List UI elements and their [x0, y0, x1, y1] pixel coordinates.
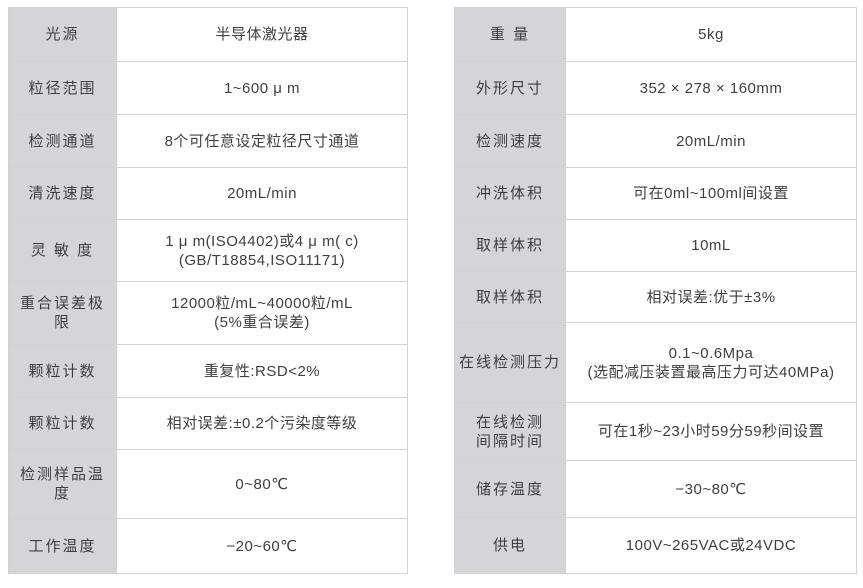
- spec-row: 取样体积 10mL: [454, 219, 857, 272]
- spec-value: 半导体激光器: [116, 7, 408, 62]
- spec-value-line: (5%重合误差): [214, 314, 310, 331]
- spec-row: 检测速度 20mL/min: [454, 114, 857, 168]
- spec-label: 供电: [454, 517, 566, 574]
- spec-row: 重 量 5kg: [454, 7, 857, 62]
- spec-label-line: 在线检测: [475, 413, 544, 431]
- spec-value: 0~80℃: [116, 449, 408, 519]
- spec-row: 工作温度 −20~60℃: [8, 518, 408, 574]
- spec-value: 352 × 278 × 160mm: [565, 61, 857, 115]
- spec-row: 重合误差极限 12000粒/mL~40000粒/mL (5%重合误差): [8, 281, 408, 345]
- spec-tables-container: 光源 半导体激光器 粒径范围 1~600 μ m 检测通道 8个可任意设定粒径尺…: [8, 7, 857, 574]
- spec-value: 10mL: [565, 219, 857, 272]
- spec-value: −20~60℃: [116, 518, 408, 574]
- spec-label: 储存温度: [454, 460, 566, 518]
- spec-row: 外形尺寸 352 × 278 × 160mm: [454, 61, 857, 115]
- spec-row: 颗粒计数 重复性:RSD<2%: [8, 344, 408, 398]
- spec-row: 在线检测压力 0.1~0.6Mpa (选配减压装置最高压力可达40MPa): [454, 322, 857, 403]
- spec-row: 清洗速度 20mL/min: [8, 167, 408, 220]
- spec-row: 冲洗体积 可在0ml~100ml间设置: [454, 167, 857, 220]
- spec-label: 在线检测 间隔时间: [454, 402, 566, 461]
- spec-label: 颗粒计数: [8, 344, 117, 398]
- spec-value: 100V~265VAC或24VDC: [565, 517, 857, 574]
- spec-label: 检测速度: [454, 114, 566, 168]
- spec-row: 光源 半导体激光器: [8, 7, 408, 62]
- spec-label: 灵 敏 度: [8, 219, 117, 282]
- spec-row: 储存温度 −30~80℃: [454, 460, 857, 518]
- spec-row: 灵 敏 度 1 μ m(ISO4402)或4 μ m( c) (GB/T1885…: [8, 219, 408, 282]
- spec-row: 在线检测 间隔时间 可在1秒~23小时59分59秒间设置: [454, 402, 857, 461]
- spec-value: 20mL/min: [565, 114, 857, 168]
- spec-label: 检测样品温度: [8, 449, 117, 519]
- spec-value: 5kg: [565, 7, 857, 62]
- spec-value: 20mL/min: [116, 167, 408, 220]
- spec-value: 0.1~0.6Mpa (选配减压装置最高压力可达40MPa): [565, 322, 857, 403]
- spec-value-line: 0.1~0.6Mpa: [668, 344, 754, 362]
- spec-value: 可在0ml~100ml间设置: [565, 167, 857, 220]
- spec-label: 冲洗体积: [454, 167, 566, 220]
- spec-value: 12000粒/mL~40000粒/mL (5%重合误差): [116, 281, 408, 345]
- spec-label-line: 间隔时间: [475, 432, 544, 450]
- spec-row: 检测样品温度 0~80℃: [8, 449, 408, 519]
- spec-label: 颗粒计数: [8, 397, 117, 450]
- spec-row: 颗粒计数 相对误差:±0.2个污染度等级: [8, 397, 408, 450]
- spec-value-line: (选配减压装置最高压力可达40MPa): [587, 363, 835, 381]
- spec-value-line: 12000粒/mL~40000粒/mL: [171, 295, 353, 312]
- spec-value: 可在1秒~23小时59分59秒间设置: [565, 402, 857, 461]
- spec-row: 供电 100V~265VAC或24VDC: [454, 517, 857, 574]
- spec-value: 8个可任意设定粒径尺寸通道: [116, 114, 408, 168]
- spec-label: 取样体积: [454, 271, 566, 323]
- spec-row: 取样体积 相对误差:优于±3%: [454, 271, 857, 323]
- spec-label: 重合误差极限: [8, 281, 117, 345]
- spec-value: 相对误差:±0.2个污染度等级: [116, 397, 408, 450]
- spec-label: 光源: [8, 7, 117, 62]
- spec-value-line: 1 μ m(ISO4402)或4 μ m( c): [165, 232, 359, 250]
- spec-label: 粒径范围: [8, 61, 117, 115]
- spec-label: 外形尺寸: [454, 61, 566, 115]
- spec-row: 检测通道 8个可任意设定粒径尺寸通道: [8, 114, 408, 168]
- spec-value: 1~600 μ m: [116, 61, 408, 115]
- spec-value: 1 μ m(ISO4402)或4 μ m( c) (GB/T18854,ISO1…: [116, 219, 408, 282]
- spec-label: 重 量: [454, 7, 566, 62]
- spec-label: 在线检测压力: [454, 322, 566, 403]
- spec-row: 粒径范围 1~600 μ m: [8, 61, 408, 115]
- spec-table-right: 重 量 5kg 外形尺寸 352 × 278 × 160mm 检测速度 20mL…: [454, 7, 857, 574]
- spec-value: 重复性:RSD<2%: [116, 344, 408, 398]
- spec-label: 清洗速度: [8, 167, 117, 220]
- spec-table-left: 光源 半导体激光器 粒径范围 1~600 μ m 检测通道 8个可任意设定粒径尺…: [8, 7, 408, 574]
- spec-label: 检测通道: [8, 114, 117, 168]
- spec-value-line: (GB/T18854,ISO11171): [178, 251, 346, 269]
- spec-label: 工作温度: [8, 518, 117, 574]
- spec-label: 取样体积: [454, 219, 566, 272]
- spec-value: 相对误差:优于±3%: [565, 271, 857, 323]
- spec-value: −30~80℃: [565, 460, 857, 518]
